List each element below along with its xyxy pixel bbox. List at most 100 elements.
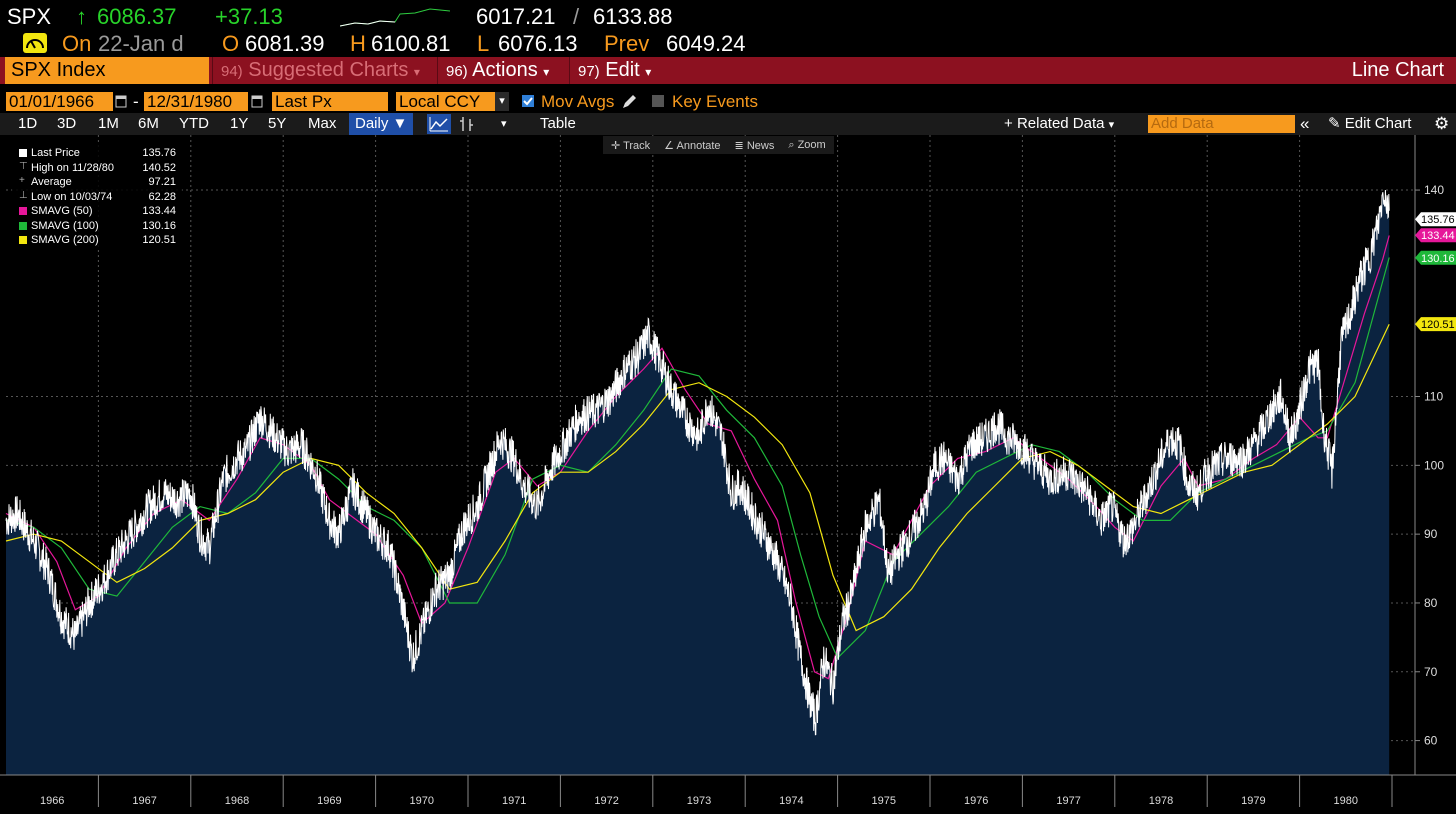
field-select[interactable]: Last Px — [272, 92, 388, 111]
frequency-select[interactable]: Daily ▼ — [349, 113, 414, 135]
legend-name: Last Price — [31, 147, 80, 159]
series-line-smavg-50 — [5, 235, 1390, 680]
price-chart[interactable]: 60 70 80 90 100 110 140 1966 1967 1968 1969 1970 197… — [0, 135, 1456, 814]
chart-controls: 01/01/1966 - 12/31/1980 Last Px Local CC… — [0, 90, 1456, 112]
x-tick-label: 1972 — [594, 795, 618, 807]
legend-name: SMAVG (200) — [31, 234, 99, 246]
series-line-smavg-200 — [5, 323, 1390, 632]
legend-swatch — [19, 236, 27, 244]
x-tick-label: 1974 — [779, 795, 803, 807]
period-6m[interactable]: 6M — [138, 115, 159, 132]
price-area — [6, 190, 1390, 775]
news-tool[interactable]: ≣ News — [735, 139, 775, 152]
zoom-tool[interactable]: ⌕ Zoom — [788, 139, 825, 152]
legend-value: 130.16 — [142, 219, 176, 232]
bar-chart-icon[interactable] — [459, 115, 475, 133]
exchange-status-icon — [23, 33, 47, 53]
key-events-checkbox[interactable] — [652, 95, 664, 107]
plus-icon: + — [1004, 115, 1013, 132]
legend-swatch — [19, 149, 27, 157]
x-tick-label: 1973 — [687, 795, 711, 807]
calendar-icon[interactable] — [251, 94, 263, 108]
legend-value: 135.76 — [142, 147, 176, 159]
chevron-down-icon[interactable]: ▾ — [495, 92, 509, 111]
x-tick-label: 1970 — [410, 795, 434, 807]
magnifier-icon: ⌕ — [788, 138, 795, 151]
sparkline — [340, 8, 450, 27]
start-date-input[interactable]: 01/01/1966 — [6, 92, 113, 111]
y-tick-label: 100 — [1424, 458, 1444, 472]
price-tags: 135.76 133.44 130.16 120.51 — [1415, 212, 1456, 332]
average-marker-icon: + — [19, 175, 25, 186]
low-value: 6076.13 — [498, 31, 578, 56]
end-date-input[interactable]: 12/31/1980 — [144, 92, 248, 111]
period-3d[interactable]: 3D — [57, 115, 77, 132]
y-tick-label: 110 — [1424, 390, 1443, 404]
line-chart-icon[interactable] — [427, 114, 451, 134]
up-arrow-icon: ↑ — [76, 4, 87, 29]
calendar-icon[interactable] — [115, 94, 127, 108]
legend-value: 140.52 — [142, 161, 176, 174]
gear-icon[interactable]: ⚙ — [1434, 114, 1450, 133]
add-data-input[interactable]: Add Data — [1148, 115, 1295, 133]
legend-value: 97.21 — [148, 176, 176, 188]
price-tag-label: 130.16 — [1421, 253, 1455, 265]
chevron-down-icon: ▾ — [1108, 119, 1115, 131]
quote-date: 22-Jan d — [98, 31, 184, 56]
table-button[interactable]: Table — [540, 115, 576, 132]
period-ytd[interactable]: YTD — [179, 115, 209, 132]
x-tick-label: 1978 — [1149, 795, 1173, 807]
range-separator: / — [573, 4, 580, 29]
zoom-label: Zoom — [797, 138, 826, 151]
last-price: 6086.37 — [97, 4, 177, 29]
period-1m[interactable]: 1M — [98, 115, 119, 132]
chevron-down-icon: ▾ — [645, 65, 652, 79]
suggested-label: Suggested Charts — [248, 59, 409, 81]
legend-name: SMAVG (100) — [31, 219, 99, 232]
security-box[interactable]: SPX Index — [5, 57, 209, 84]
actions-menu[interactable]: 96) Actions ▾ — [437, 57, 567, 84]
high-label: H — [350, 31, 366, 56]
y-tick-label: 70 — [1424, 665, 1438, 679]
annotate-tool[interactable]: ∠ Annotate — [664, 139, 720, 152]
period-1d[interactable]: 1D — [18, 115, 38, 132]
legend-value: 133.44 — [142, 205, 176, 217]
pencil-icon[interactable] — [621, 94, 637, 110]
legend-swatch — [19, 221, 27, 230]
price-area-fill — [6, 190, 1390, 775]
price-tag-label: 120.51 — [1421, 319, 1455, 331]
chevron-down-icon[interactable]: ▾ — [501, 118, 507, 130]
chevron-down-icon: ▾ — [543, 65, 550, 79]
series-line-last-price — [5, 189, 1390, 736]
mov-avgs-checkbox[interactable] — [522, 95, 534, 107]
related-data-button[interactable]: + Related Data ▾ — [1004, 113, 1114, 135]
edit-num: 97) — [578, 63, 600, 80]
price-tag — [1415, 317, 1456, 332]
y-tick-label: 60 — [1424, 734, 1438, 748]
currency-select[interactable]: Local CCY — [396, 92, 508, 111]
annotate-icon: ∠ — [664, 139, 675, 152]
mov-avgs-label[interactable]: Mov Avgs — [541, 92, 615, 111]
legend-item-smavg-100: SMAVG (100) 130.16 — [16, 219, 178, 234]
chevron-down-icon: ▼ — [392, 115, 408, 132]
x-tick-label: 1977 — [1056, 795, 1080, 807]
period-1y[interactable]: 1Y — [230, 115, 249, 132]
ticker: SPX — [7, 4, 52, 29]
news-label: News — [746, 139, 775, 152]
chart-tools: ✛ Track ∠ Annotate ≣ News ⌕ Zoom — [603, 136, 834, 154]
edit-chart-label: Edit Chart — [1344, 115, 1412, 132]
edit-chart-button[interactable]: ✎ Edit Chart — [1328, 113, 1411, 135]
crosshair-icon: ✛ — [611, 139, 621, 152]
period-max[interactable]: Max — [308, 115, 337, 132]
x-tick-label: 1979 — [1241, 795, 1265, 807]
function-bar: SPX Index 94) Suggested Charts ▾ 96) Act… — [0, 57, 1456, 84]
legend-item-high: ⊤ High on 11/28/80 140.52 — [16, 161, 178, 176]
collapse-icon[interactable]: « — [1300, 114, 1310, 133]
suggested-charts-menu[interactable]: 94) Suggested Charts ▾ — [212, 57, 435, 84]
day-range-high: 6133.88 — [593, 4, 673, 29]
track-tool[interactable]: ✛ Track — [611, 139, 650, 152]
chevron-down-icon: ▾ — [413, 65, 420, 79]
period-5y[interactable]: 5Y — [268, 115, 287, 132]
key-events-label[interactable]: Key Events — [672, 92, 758, 111]
edit-menu[interactable]: 97) Edit ▾ — [569, 57, 665, 84]
